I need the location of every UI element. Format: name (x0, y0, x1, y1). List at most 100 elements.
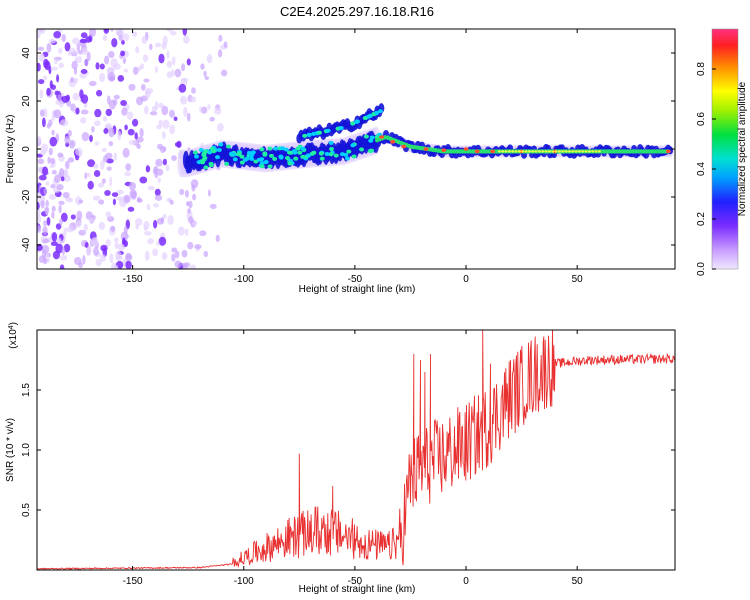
noise-blob (64, 42, 71, 52)
band-peak (463, 147, 469, 151)
band-yellow (541, 150, 545, 153)
noise-blob (132, 66, 139, 76)
noise-blob (102, 34, 108, 41)
noise-blob (190, 179, 199, 189)
band-blob (211, 149, 217, 154)
noise-blob (48, 147, 53, 156)
noise-blob (59, 168, 65, 178)
noise-blob (70, 214, 76, 220)
noise-blob (121, 40, 125, 45)
noise-blob (166, 60, 173, 68)
noise-blob (89, 29, 96, 37)
noise-blob (77, 55, 82, 64)
band-yellow (521, 150, 525, 153)
noise-blob (166, 50, 170, 60)
noise-blob (48, 119, 53, 127)
band-blob (200, 160, 206, 165)
noise-blob (122, 147, 130, 158)
noise-blob (166, 29, 174, 32)
noise-blob (181, 77, 188, 82)
noise-blob (112, 264, 119, 269)
noise-blob (56, 184, 64, 191)
noise-blob (80, 69, 88, 74)
noise-blob (53, 109, 62, 119)
noise-blob (43, 187, 47, 196)
noise-blob (192, 193, 197, 201)
band-blob (363, 134, 369, 139)
noise-blob (181, 249, 188, 258)
noise-blob (188, 200, 193, 209)
noise-blob (114, 241, 119, 249)
noise-blob (106, 158, 114, 164)
band-blob (256, 157, 262, 162)
noise-blob (154, 188, 161, 197)
noise-blob (147, 185, 155, 191)
snr-multiplier-exponent: 4 (8, 325, 15, 329)
spectrogram-x-axis-label: Height of straight line (km) (299, 284, 416, 295)
band-blob (338, 125, 344, 130)
band-blob (346, 149, 352, 154)
noise-blob (86, 246, 90, 256)
noise-blob (162, 158, 167, 166)
noise-blob (50, 241, 59, 246)
noise-blob (106, 166, 112, 171)
noise-blob (100, 244, 108, 252)
noise-blob (98, 199, 105, 205)
band-blob (368, 138, 374, 143)
colorbar-tick-label: 0.6 (696, 112, 707, 126)
noise-blob (192, 220, 198, 226)
noise-blob (42, 249, 47, 259)
band-blob (216, 147, 222, 152)
noise-blob (156, 218, 164, 225)
noise-blob (143, 220, 150, 230)
noise-blob (78, 199, 84, 204)
noise-blob (84, 172, 88, 180)
noise-blob (120, 50, 126, 57)
band-blob (202, 155, 208, 160)
band-blob (328, 140, 334, 145)
band-yellow (551, 150, 555, 153)
noise-blob (123, 68, 129, 73)
noise-blob (182, 29, 188, 36)
band-yellow (547, 150, 551, 153)
noise-blob (54, 174, 61, 183)
band-yellow (504, 150, 508, 153)
noise-blob (60, 92, 65, 97)
noise-blob (128, 140, 137, 145)
noise-blob (108, 127, 115, 138)
noise-blob (126, 111, 134, 120)
noise-blob (81, 48, 89, 55)
noise-blob (46, 87, 51, 96)
snr-series-line (37, 330, 675, 570)
band-blob (236, 152, 242, 157)
snr-marks (37, 330, 675, 570)
band-yellow (591, 150, 595, 153)
spectrogram-ticks: -150 -100 -50 0 50 -40 -20 0 20 40 (21, 29, 675, 285)
noise-blob (63, 227, 67, 236)
noise-blob (169, 109, 175, 118)
noise-blob (169, 124, 176, 135)
noise-blob (123, 226, 128, 235)
band-blob (196, 160, 202, 165)
spectrogram-y-tick-label: -20 (21, 189, 32, 204)
band-blob (248, 153, 254, 158)
noise-blob (37, 166, 43, 174)
noise-blob (220, 69, 228, 77)
noise-blob (67, 129, 72, 137)
noise-blob (140, 83, 146, 91)
noise-blob (100, 254, 107, 262)
noise-blob (176, 140, 182, 148)
noise-blob (43, 107, 48, 118)
band-peak (665, 149, 671, 154)
noise-blob (190, 264, 197, 269)
noise-blob (37, 243, 43, 251)
noise-blob (51, 169, 57, 175)
noise-blob (93, 170, 101, 177)
noise-blob (96, 89, 103, 97)
noise-blob (158, 236, 167, 246)
noise-blob (153, 203, 159, 208)
band-blob (316, 130, 322, 135)
band-blob (362, 116, 368, 121)
noise-blob (86, 172, 91, 178)
noise-blob (104, 29, 109, 32)
